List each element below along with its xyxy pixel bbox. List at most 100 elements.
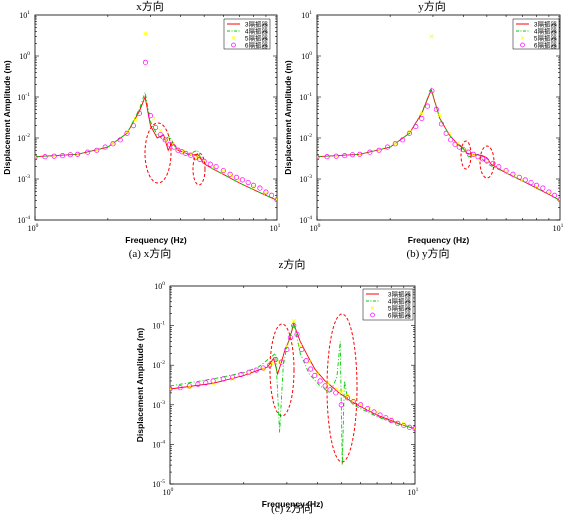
y-tick-exponent: -1 bbox=[160, 321, 165, 327]
series-line-1 bbox=[35, 92, 277, 201]
data-point bbox=[221, 169, 226, 174]
data-point bbox=[552, 192, 558, 198]
y-tick-label: 10-3 bbox=[152, 400, 165, 410]
data-point bbox=[278, 359, 284, 365]
data-point bbox=[333, 390, 339, 396]
data-point bbox=[327, 387, 333, 393]
data-point bbox=[528, 179, 534, 186]
data-point bbox=[94, 148, 99, 153]
data-point bbox=[187, 385, 192, 390]
y-tick-base: 10 bbox=[299, 216, 307, 225]
x-tick-base: 10 bbox=[553, 224, 561, 233]
y-tick-label: 100 bbox=[19, 51, 30, 61]
data-point bbox=[540, 185, 546, 191]
y-tick-base: 10 bbox=[301, 11, 309, 20]
chart-caption: (b) y方向 bbox=[406, 246, 449, 260]
data-point bbox=[433, 106, 439, 112]
legend-swatch-marker bbox=[520, 36, 525, 40]
y-axis-label: Displacement Amplitude (m) bbox=[135, 328, 145, 443]
x-tick-label: 100 bbox=[28, 223, 39, 233]
data-point bbox=[151, 116, 156, 121]
legend-label: 6隔振器 bbox=[534, 40, 558, 49]
data-point bbox=[367, 406, 372, 411]
data-point bbox=[400, 137, 406, 143]
legend-swatch-marker bbox=[520, 42, 525, 48]
data-point bbox=[220, 168, 226, 174]
data-point bbox=[455, 141, 460, 146]
data-point bbox=[448, 137, 454, 143]
data-point bbox=[188, 152, 194, 158]
data-point bbox=[167, 141, 173, 147]
legend-label: 4隔振器 bbox=[534, 26, 558, 35]
data-point bbox=[392, 141, 398, 147]
data-point bbox=[401, 422, 407, 429]
legend-swatch-marker bbox=[370, 306, 375, 310]
plot-frame bbox=[316, 14, 561, 221]
legend-label: 4隔振器 bbox=[245, 26, 269, 35]
y-tick-label: 101 bbox=[19, 10, 30, 20]
data-point bbox=[287, 334, 293, 341]
data-point bbox=[388, 418, 394, 424]
x-tick-exponent: 1 bbox=[278, 223, 281, 229]
y-tick-exponent: 1 bbox=[309, 10, 312, 16]
y-tick-label: 100 bbox=[154, 281, 165, 291]
data-point bbox=[413, 124, 419, 130]
y-tick-exponent: -1 bbox=[307, 92, 312, 98]
data-point bbox=[333, 153, 339, 159]
x-tick-exponent: 0 bbox=[318, 223, 321, 229]
legend-label: 3隔振器 bbox=[388, 289, 412, 298]
y-tick-exponent: -4 bbox=[307, 215, 312, 221]
data-point bbox=[246, 369, 252, 375]
data-point bbox=[315, 371, 320, 377]
data-point bbox=[291, 323, 297, 329]
data-point bbox=[490, 160, 496, 166]
data-point bbox=[227, 171, 233, 177]
y-tick-base: 10 bbox=[299, 93, 307, 102]
data-point bbox=[557, 197, 560, 203]
data-point bbox=[51, 153, 57, 159]
data-point bbox=[35, 154, 38, 160]
series-line-0 bbox=[317, 88, 560, 201]
y-tick-exponent: 1 bbox=[27, 10, 30, 16]
y-tick-exponent: 0 bbox=[309, 51, 312, 57]
data-point bbox=[153, 124, 159, 131]
data-point bbox=[367, 149, 373, 155]
y-tick-base: 10 bbox=[17, 93, 25, 102]
data-point bbox=[102, 144, 108, 150]
y-axis-label: Displacement Amplitude (m) bbox=[283, 60, 293, 175]
data-point bbox=[136, 110, 142, 116]
x-tick-label: 100 bbox=[163, 487, 174, 497]
data-point bbox=[349, 152, 356, 158]
data-point bbox=[274, 197, 277, 203]
data-point bbox=[503, 168, 509, 174]
data-point bbox=[164, 137, 169, 142]
x-axis-label: Frequency (Hz) bbox=[125, 235, 187, 245]
data-point bbox=[484, 158, 490, 164]
data-point bbox=[324, 154, 330, 160]
data-point bbox=[158, 128, 163, 133]
highlight-ellipse bbox=[144, 122, 172, 184]
data-point bbox=[250, 182, 257, 188]
x-tick-base: 10 bbox=[270, 224, 278, 233]
series-line-0 bbox=[35, 95, 277, 201]
data-point bbox=[546, 191, 551, 196]
data-point bbox=[357, 152, 362, 157]
y-tick-label: 100 bbox=[301, 51, 312, 61]
y-tick-label: 10-2 bbox=[299, 133, 312, 143]
data-point bbox=[75, 151, 81, 157]
data-point bbox=[342, 153, 348, 159]
data-point bbox=[207, 161, 213, 167]
data-point bbox=[419, 111, 424, 116]
chart-title: x方向 bbox=[136, 0, 164, 13]
plot-frame bbox=[34, 14, 278, 221]
y-tick-base: 10 bbox=[301, 52, 309, 61]
data-point bbox=[334, 154, 339, 159]
legend-swatch-marker bbox=[231, 42, 236, 48]
x-tick-exponent: 1 bbox=[416, 487, 419, 493]
highlight-ellipse bbox=[479, 145, 495, 179]
series-line-1 bbox=[170, 322, 415, 466]
data-point bbox=[510, 171, 516, 177]
